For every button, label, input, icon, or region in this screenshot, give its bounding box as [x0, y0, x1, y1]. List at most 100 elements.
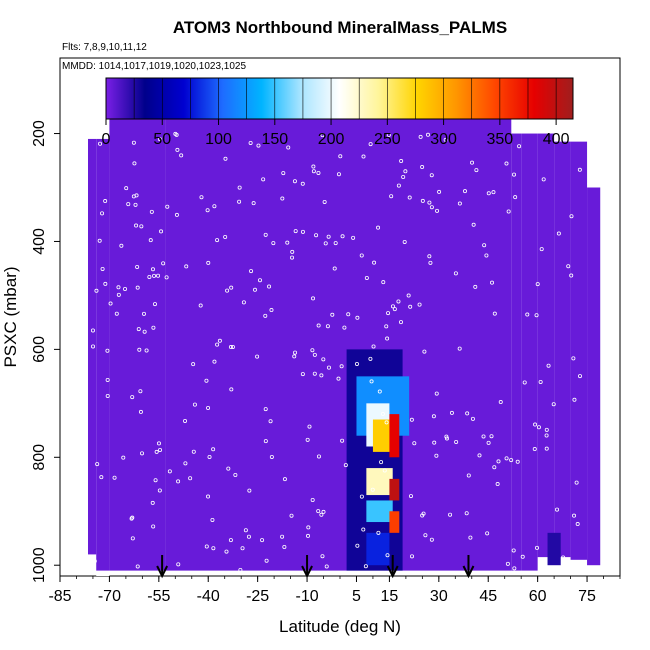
sample-dot — [385, 336, 390, 341]
sample-dot — [237, 199, 242, 204]
x-tick-label: 75 — [578, 588, 596, 605]
sample-dot — [267, 284, 272, 289]
sample-dot — [444, 434, 449, 439]
flight-marker-arrow — [462, 555, 475, 579]
curtain-column — [537, 133, 555, 558]
sample-dot — [587, 181, 592, 186]
sample-dot — [223, 156, 228, 161]
sample-dot — [361, 154, 366, 159]
sample-dot — [282, 477, 287, 482]
sample-dot — [457, 346, 462, 351]
sample-dot — [98, 141, 103, 146]
sample-dot — [188, 476, 193, 481]
sample-dot — [156, 441, 161, 446]
sample-dot — [538, 379, 543, 384]
sample-dot — [385, 553, 390, 558]
sample-dot — [293, 229, 298, 234]
sample-dot — [119, 243, 124, 248]
sample-dot — [473, 284, 478, 289]
sample-dot — [370, 487, 375, 492]
sample-dot — [361, 527, 366, 532]
sample-dot — [121, 455, 126, 460]
sample-dot — [506, 209, 511, 214]
sample-dot — [103, 281, 108, 286]
plume-cell — [389, 414, 400, 458]
sample-dot — [454, 439, 459, 444]
sample-dot — [539, 247, 544, 252]
sample-dot — [229, 387, 234, 392]
sample-dot — [192, 402, 197, 407]
sample-dot — [498, 400, 503, 405]
sample-dot — [398, 320, 403, 325]
sample-dot — [581, 133, 586, 138]
sample-dot — [316, 509, 321, 514]
sample-dot — [420, 513, 425, 518]
x-tick-label: -40 — [197, 588, 220, 605]
sample-dot — [100, 266, 105, 271]
sample-dot — [268, 419, 273, 424]
sample-dot — [95, 462, 100, 467]
x-tick-label: 45 — [479, 588, 497, 605]
sample-dot — [355, 315, 360, 320]
sample-dot — [167, 469, 172, 474]
curtain-column — [96, 138, 110, 571]
curtain-column — [511, 133, 522, 571]
sample-dot — [154, 449, 159, 454]
sample-dot — [556, 231, 561, 236]
sample-dot — [513, 195, 518, 200]
sample-dot — [112, 475, 117, 480]
curtain-column — [570, 141, 588, 560]
sample-dot — [316, 454, 321, 459]
sample-dot — [346, 312, 351, 317]
curtain-column — [109, 114, 166, 571]
sample-dot — [135, 285, 140, 290]
sample-dot — [372, 260, 377, 265]
sample-dot — [535, 282, 540, 287]
x-tick-label: -25 — [246, 588, 269, 605]
sample-dot — [176, 479, 181, 484]
sample-dot — [336, 172, 341, 177]
sample-dot — [144, 348, 149, 353]
sample-dot — [491, 190, 496, 195]
sample-dot — [246, 534, 251, 539]
sample-dot — [105, 348, 110, 353]
sample-dot — [152, 273, 157, 278]
x-tick-label: 15 — [381, 588, 399, 605]
plume-cell — [389, 478, 400, 501]
sample-dot — [157, 137, 162, 142]
sample-dot — [136, 327, 141, 332]
curtain-column — [88, 138, 97, 555]
sample-dot — [300, 229, 305, 234]
sample-dot — [114, 311, 119, 316]
colorbar-tick-label: 0 — [102, 131, 111, 148]
sample-dot — [486, 440, 491, 445]
plume-cell — [372, 419, 393, 452]
sample-dot — [161, 261, 166, 266]
sample-dot — [225, 288, 230, 293]
sample-dot — [183, 461, 188, 466]
sample-dot — [580, 561, 585, 566]
sample-dot — [204, 378, 209, 383]
sample-dot — [238, 567, 243, 572]
sample-dot — [544, 446, 549, 451]
curtain-field — [88, 114, 601, 576]
sample-dot — [541, 177, 546, 182]
sample-dot — [477, 453, 482, 458]
sample-dot — [320, 133, 325, 138]
sample-dot — [354, 361, 359, 366]
sample-dot — [215, 238, 220, 243]
sample-dot — [311, 169, 316, 174]
sample-dot — [300, 181, 305, 186]
sample-dot — [343, 463, 348, 468]
sample-dot — [368, 142, 373, 147]
sample-dot — [224, 549, 229, 554]
sample-dot — [251, 201, 256, 206]
sample-dot — [263, 313, 268, 318]
sample-dot — [129, 516, 134, 521]
sample-dot — [293, 350, 298, 355]
sample-dot — [432, 440, 437, 445]
sample-dot — [312, 352, 317, 357]
sample-dot — [484, 253, 489, 258]
sample-dot — [427, 200, 432, 205]
sample-dot — [470, 160, 475, 165]
